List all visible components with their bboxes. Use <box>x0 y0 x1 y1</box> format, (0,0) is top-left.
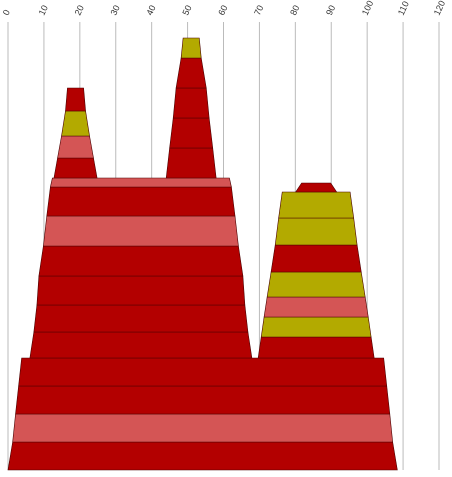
x-tick-label: 20 <box>73 4 86 17</box>
pyramid-level <box>260 316 372 338</box>
x-tick-label: 80 <box>288 4 301 17</box>
x-tick-label: 90 <box>324 4 337 17</box>
pyramid-level <box>274 217 358 246</box>
pyramid-level <box>43 215 239 247</box>
x-tick-label: 120 <box>432 0 447 17</box>
pyramid-level <box>46 186 236 217</box>
pyramid-level <box>18 357 388 387</box>
pyramid-level <box>61 110 90 137</box>
pyramid-level <box>33 304 249 333</box>
pyramid-level <box>57 135 94 159</box>
pyramid-level <box>175 57 207 89</box>
pyramid-level <box>278 191 355 219</box>
pyramid-level <box>50 177 232 188</box>
pyramid-level <box>266 271 366 298</box>
x-tick-label: 60 <box>216 4 229 17</box>
x-tick-label: 30 <box>108 4 121 17</box>
pyramid-level <box>7 441 398 471</box>
pyramid-level <box>270 244 362 273</box>
pyramid-level <box>257 336 375 359</box>
pyramid-level <box>263 296 369 318</box>
pyramid-level <box>295 182 338 193</box>
pyramid-level <box>12 413 393 443</box>
x-tick-label: 50 <box>180 4 193 17</box>
pyramid-level <box>169 117 214 149</box>
x-tick-label: 40 <box>144 4 157 17</box>
pyramid-level <box>38 245 244 277</box>
pyramid-level <box>165 147 217 179</box>
x-tick-label: 110 <box>396 0 411 17</box>
pyramid-level <box>15 385 391 415</box>
pyramid-level <box>29 331 253 359</box>
pyramid-level <box>36 275 246 306</box>
pyramid-level <box>53 157 98 179</box>
pyramid-level <box>65 87 86 112</box>
pyramid-level <box>172 87 210 119</box>
pyramid-level <box>180 37 202 59</box>
x-tick-label: 0 <box>1 8 12 17</box>
x-tick-label: 100 <box>360 0 375 17</box>
x-tick-label: 10 <box>37 4 50 17</box>
x-tick-label: 70 <box>252 4 265 17</box>
